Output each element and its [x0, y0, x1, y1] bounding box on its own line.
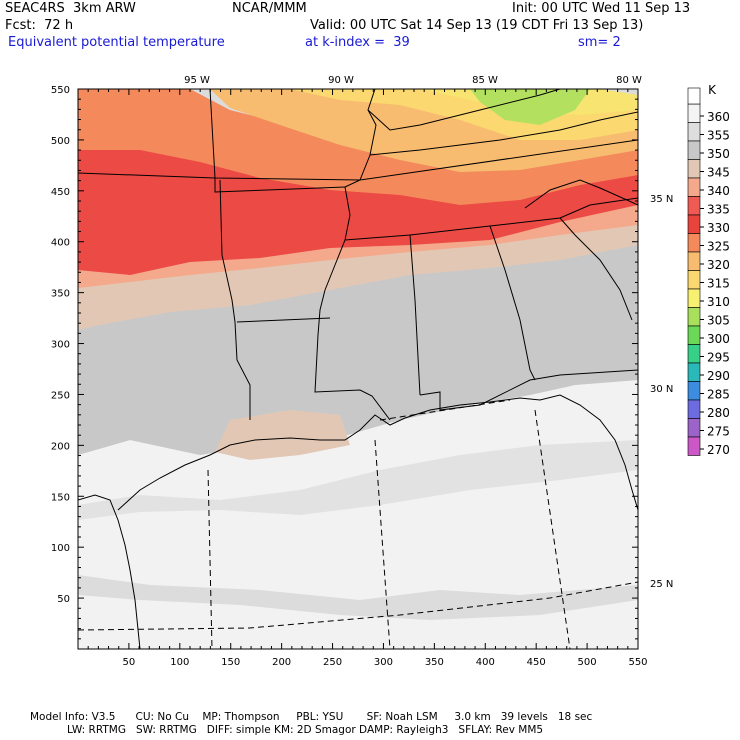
colorbar-label: 335 [707, 203, 730, 217]
colorbar-unit: K [708, 83, 717, 97]
level-label: at k-index = 39 [305, 35, 410, 50]
colorbar-swatch [687, 159, 701, 179]
init-time: Init: 00 UTC Wed 11 Sep 13 [512, 1, 691, 16]
bottom-tick-label: 250 [323, 657, 342, 668]
bottom-tick-label: 100 [170, 657, 189, 668]
left-tick-label: 50 [57, 594, 70, 605]
bottom-tick-label: 300 [374, 657, 393, 668]
colorbar-label: 315 [707, 277, 730, 291]
field-305K-patch [470, 89, 590, 125]
colorbar-swatch [687, 344, 701, 364]
colorbar: 360 355 350 345 340 335 330 325 320 315 310 305 300 2… [687, 87, 730, 457]
lon-label-80w: 80 W [616, 75, 642, 86]
colorbar-swatch [687, 140, 701, 160]
left-axis-labels: 550 500 450 400 350 300 250 200 150 100 50 [51, 85, 70, 605]
colorbar-swatch [687, 122, 701, 142]
field-320K-band [210, 89, 638, 172]
plot-frame [77, 88, 639, 650]
field-name: Equivalent potential temperature [8, 35, 225, 50]
left-tick-label: 100 [51, 543, 70, 554]
colorbar-label: 290 [707, 369, 730, 383]
colorbar-swatch [687, 288, 701, 308]
boundary-dashed [78, 399, 638, 649]
colorbar-label: 285 [707, 388, 730, 402]
colorbar-swatch [687, 436, 701, 456]
axis-ticks [78, 88, 639, 649]
colorbar-label: 340 [707, 184, 730, 198]
lat-label-35n: 35 N [650, 194, 673, 205]
field-355K-band [78, 440, 638, 520]
lat-label-30n: 30 N [650, 384, 673, 395]
left-tick-label: 250 [51, 390, 70, 401]
bottom-axis-labels: 50 100 150 200 250 300 350 400 450 500 550 [123, 657, 648, 668]
colorbar-swatch [687, 399, 701, 419]
forecast-hour: Fcst: 72 h [5, 18, 74, 33]
left-tick-label: 350 [51, 289, 70, 300]
lat-label-25n: 25 N [650, 579, 673, 590]
colorbar-label: 325 [707, 240, 730, 254]
colorbar-swatch [687, 362, 701, 382]
bottom-tick-label: 150 [221, 657, 240, 668]
colorbar-label: 275 [707, 425, 730, 439]
model-info-line1: Model Info: V3.5 CU: No Cu MP: Thompson … [30, 711, 593, 723]
left-tick-label: 300 [51, 340, 70, 351]
colorbar-label: 310 [707, 295, 730, 309]
field-345K-coast [215, 410, 350, 460]
left-tick-label: 400 [51, 238, 70, 249]
left-tick-label: 200 [51, 441, 70, 452]
colorbar-label: 355 [707, 129, 730, 143]
colorbar-label: 305 [707, 314, 730, 328]
bottom-tick-label: 550 [628, 657, 647, 668]
colorbar-label: 350 [707, 147, 730, 161]
field-330K-band [78, 135, 638, 275]
organization: NCAR/MMM [232, 1, 307, 16]
left-tick-label: 550 [51, 85, 70, 96]
colorbar-label: 300 [707, 332, 730, 346]
lon-label-85w: 85 W [472, 75, 498, 86]
model-info-line2: LW: RRTMG SW: RRTMG DIFF: simple KM: 2D … [67, 724, 544, 736]
valid-time: Valid: 00 UTC Sat 14 Sep 13 (19 CDT Fri … [310, 18, 644, 33]
bottom-tick-label: 350 [425, 657, 444, 668]
colorbar-swatch [687, 307, 701, 327]
colorbar-swatch [687, 418, 701, 438]
bottom-tick-label: 500 [578, 657, 597, 668]
bottom-tick-label: 50 [123, 657, 136, 668]
model-name: SEAC4RS 3km ARW [5, 1, 136, 16]
lon-label-95w: 95 W [184, 75, 210, 86]
colorbar-label: 345 [707, 166, 730, 180]
colorbar-label: 295 [707, 351, 730, 365]
left-tick-label: 500 [51, 136, 70, 147]
bottom-tick-label: 400 [476, 657, 495, 668]
colorbar-label: 320 [707, 258, 730, 272]
colorbar-label: 270 [707, 443, 730, 457]
colorbar-swatch [687, 270, 701, 290]
colorbar-swatch [687, 325, 701, 345]
colorbar-label: 330 [707, 221, 730, 235]
field-360K-gulf [78, 380, 638, 649]
bottom-tick-label: 450 [527, 657, 546, 668]
colorbar-swatch [687, 214, 701, 234]
colorbar-swatch [687, 251, 701, 271]
bottom-tick-label: 200 [272, 657, 291, 668]
coastline [78, 394, 638, 649]
colorbar-swatch [687, 233, 701, 253]
colorbar-cap [687, 87, 701, 105]
colorbar-swatch [687, 196, 701, 216]
colorbar-label: 360 [707, 110, 730, 124]
colorbar-swatch [687, 381, 701, 401]
colorbar-label: 280 [707, 406, 730, 420]
smoothing-label: sm= 2 [578, 35, 621, 50]
left-tick-label: 450 [51, 187, 70, 198]
colorbar-swatch [687, 103, 701, 123]
left-tick-label: 150 [51, 492, 70, 503]
field-355K-south [78, 575, 638, 620]
theta-e-field [78, 89, 638, 649]
colorbar-swatch [687, 177, 701, 197]
lon-label-90w: 90 W [328, 75, 354, 86]
